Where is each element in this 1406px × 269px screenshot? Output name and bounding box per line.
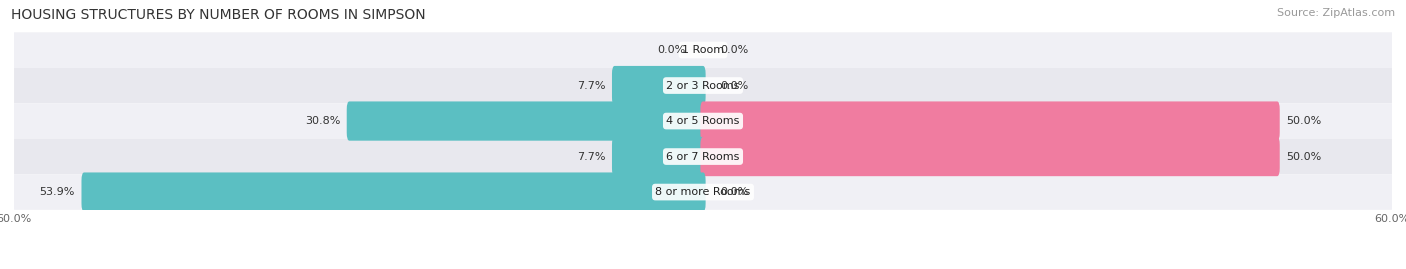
Text: Source: ZipAtlas.com: Source: ZipAtlas.com [1277, 8, 1395, 18]
FancyBboxPatch shape [700, 137, 1279, 176]
Text: 0.0%: 0.0% [658, 45, 686, 55]
Text: 0.0%: 0.0% [720, 80, 748, 91]
FancyBboxPatch shape [700, 101, 1279, 141]
FancyBboxPatch shape [14, 103, 1392, 139]
FancyBboxPatch shape [14, 68, 1392, 103]
FancyBboxPatch shape [14, 174, 1392, 210]
FancyBboxPatch shape [612, 66, 706, 105]
FancyBboxPatch shape [347, 101, 706, 141]
Text: 50.0%: 50.0% [1286, 116, 1322, 126]
Text: 7.7%: 7.7% [576, 80, 606, 91]
Text: 6 or 7 Rooms: 6 or 7 Rooms [666, 151, 740, 162]
Text: 0.0%: 0.0% [720, 45, 748, 55]
Text: 30.8%: 30.8% [305, 116, 340, 126]
Text: 8 or more Rooms: 8 or more Rooms [655, 187, 751, 197]
Text: 4 or 5 Rooms: 4 or 5 Rooms [666, 116, 740, 126]
FancyBboxPatch shape [612, 137, 706, 176]
Text: 2 or 3 Rooms: 2 or 3 Rooms [666, 80, 740, 91]
Text: 0.0%: 0.0% [720, 187, 748, 197]
Text: 53.9%: 53.9% [39, 187, 75, 197]
Text: 7.7%: 7.7% [576, 151, 606, 162]
Text: HOUSING STRUCTURES BY NUMBER OF ROOMS IN SIMPSON: HOUSING STRUCTURES BY NUMBER OF ROOMS IN… [11, 8, 426, 22]
Text: 50.0%: 50.0% [1286, 151, 1322, 162]
FancyBboxPatch shape [82, 172, 706, 212]
FancyBboxPatch shape [14, 32, 1392, 68]
FancyBboxPatch shape [14, 139, 1392, 174]
Text: 1 Room: 1 Room [682, 45, 724, 55]
